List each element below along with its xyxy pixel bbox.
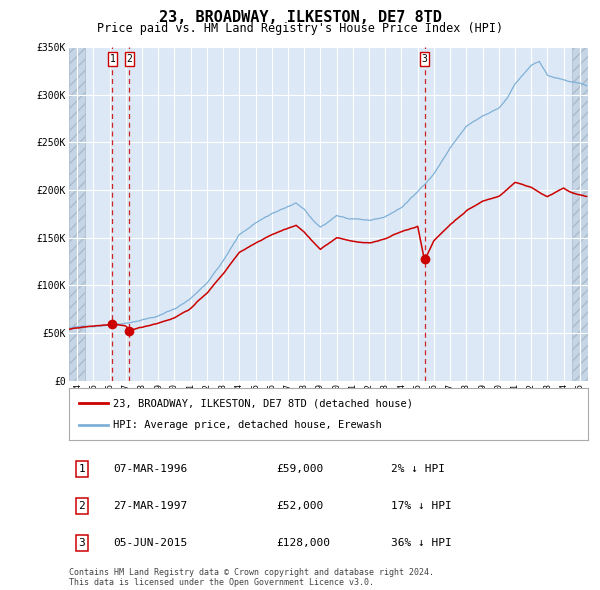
- Text: 27-MAR-1997: 27-MAR-1997: [113, 501, 187, 511]
- Text: 17% ↓ HPI: 17% ↓ HPI: [391, 501, 452, 511]
- Text: 1: 1: [110, 54, 115, 64]
- Text: £52,000: £52,000: [277, 501, 324, 511]
- Text: Price paid vs. HM Land Registry's House Price Index (HPI): Price paid vs. HM Land Registry's House …: [97, 22, 503, 35]
- Text: 05-JUN-2015: 05-JUN-2015: [113, 537, 187, 548]
- Text: 3: 3: [422, 54, 427, 64]
- Text: HPI: Average price, detached house, Erewash: HPI: Average price, detached house, Erew…: [113, 420, 382, 430]
- Text: 23, BROADWAY, ILKESTON, DE7 8TD: 23, BROADWAY, ILKESTON, DE7 8TD: [158, 10, 442, 25]
- Text: 2% ↓ HPI: 2% ↓ HPI: [391, 464, 445, 474]
- Text: 23, BROADWAY, ILKESTON, DE7 8TD (detached house): 23, BROADWAY, ILKESTON, DE7 8TD (detache…: [113, 398, 413, 408]
- Text: 36% ↓ HPI: 36% ↓ HPI: [391, 537, 452, 548]
- Text: Contains HM Land Registry data © Crown copyright and database right 2024.
This d: Contains HM Land Registry data © Crown c…: [69, 568, 434, 587]
- Text: 2: 2: [127, 54, 133, 64]
- Text: 3: 3: [79, 537, 85, 548]
- Text: £59,000: £59,000: [277, 464, 324, 474]
- Text: 2: 2: [79, 501, 85, 511]
- Text: 07-MAR-1996: 07-MAR-1996: [113, 464, 187, 474]
- Text: £128,000: £128,000: [277, 537, 331, 548]
- Text: 1: 1: [79, 464, 85, 474]
